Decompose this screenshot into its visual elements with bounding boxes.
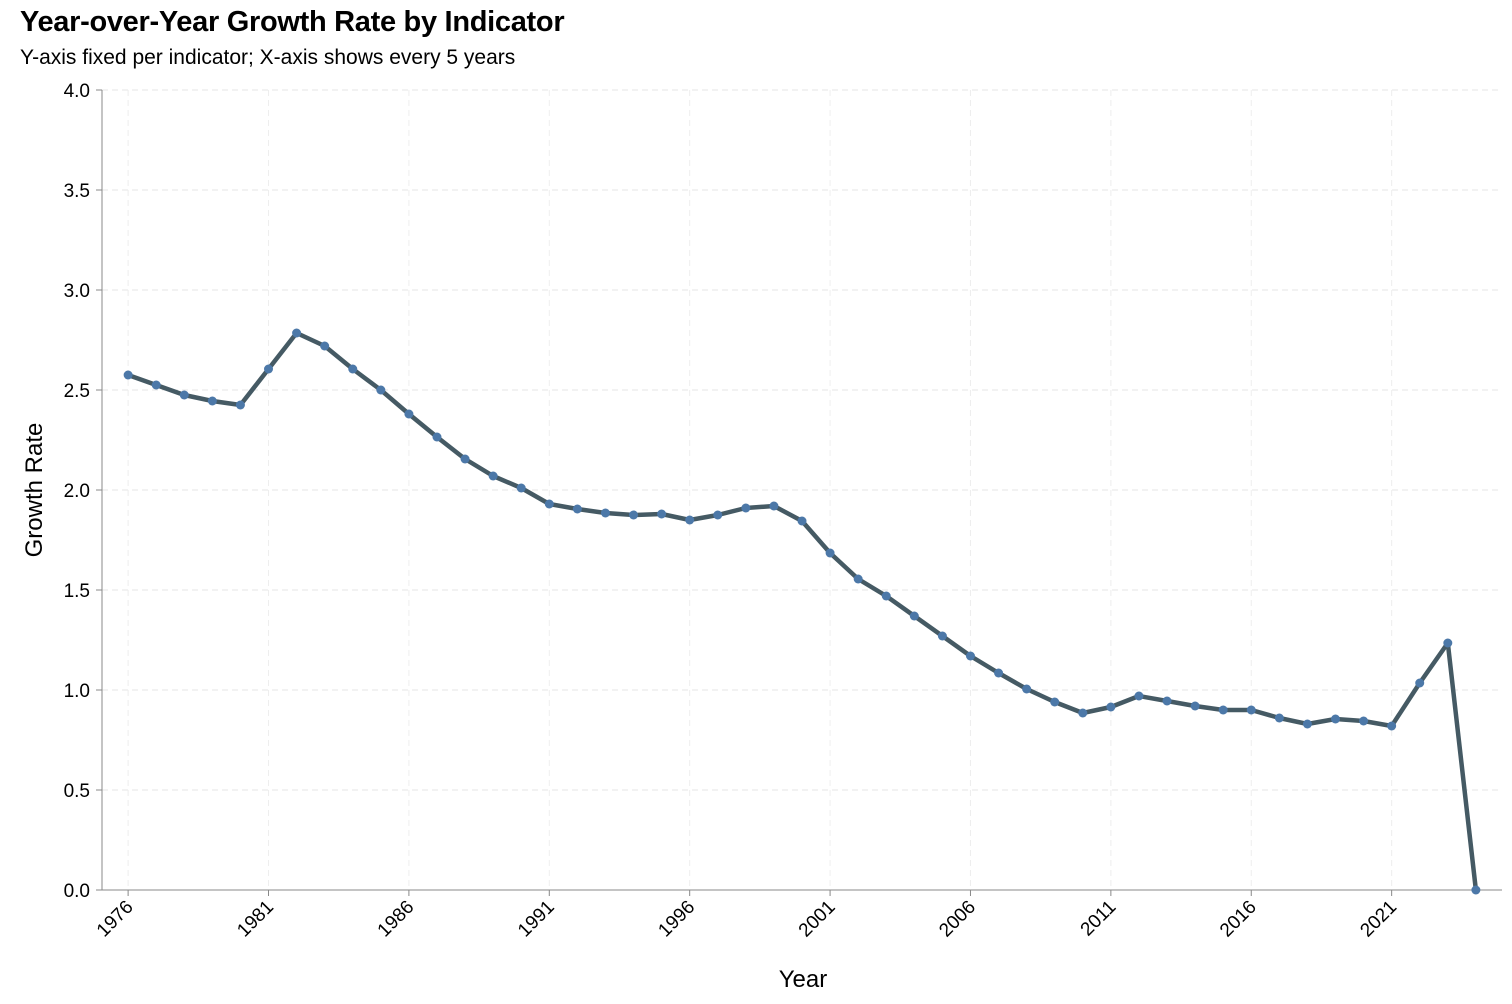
data-point: [600, 508, 610, 518]
data-point: [1302, 719, 1312, 729]
data-point: [207, 396, 217, 406]
data-point: [825, 548, 835, 558]
data-point: [713, 510, 723, 520]
y-tick-label: 3.5: [64, 181, 90, 202]
data-point: [1330, 714, 1340, 724]
x-tick-label: 2001: [795, 897, 840, 942]
data-point: [292, 328, 302, 338]
chart-title: Year-over-Year Growth Rate by Indicator: [20, 6, 565, 38]
data-point: [1162, 696, 1172, 706]
data-point: [657, 509, 667, 519]
data-point: [179, 390, 189, 400]
data-point: [432, 432, 442, 442]
data-point: [404, 409, 414, 419]
y-tick-label: 1.0: [64, 681, 90, 702]
data-point: [741, 503, 751, 513]
data-point: [881, 591, 891, 601]
data-point: [1106, 702, 1116, 712]
data-point: [320, 341, 330, 351]
data-point: [1274, 713, 1284, 723]
data-point: [1246, 705, 1256, 715]
data-point: [994, 668, 1004, 678]
y-axis-title: Growth Rate: [21, 423, 48, 558]
data-point: [769, 501, 779, 511]
y-tick-label: 0.0: [64, 881, 90, 902]
data-point: [1443, 638, 1453, 648]
data-point: [1359, 716, 1369, 726]
data-point: [797, 516, 807, 526]
data-point: [685, 515, 695, 525]
x-tick-label: 1976: [93, 897, 138, 942]
data-point: [348, 364, 358, 374]
axes: [96, 89, 1502, 896]
data-point: [460, 454, 470, 464]
data-point: [853, 574, 863, 584]
series: [123, 328, 1481, 895]
data-point: [1022, 684, 1032, 694]
data-point: [544, 499, 554, 509]
data-point: [1134, 691, 1144, 701]
data-point: [1415, 678, 1425, 688]
x-tick-label: 2021: [1356, 897, 1401, 942]
data-point: [235, 400, 245, 410]
data-point: [488, 471, 498, 481]
y-tick-label: 1.5: [64, 581, 90, 602]
y-tick-label: 4.0: [64, 81, 90, 102]
x-axis-title: Year: [779, 966, 828, 993]
data-point: [151, 380, 161, 390]
data-point: [123, 370, 133, 380]
data-point: [516, 483, 526, 493]
y-tick-label: 2.0: [64, 481, 90, 502]
y-tick-label: 3.0: [64, 281, 90, 302]
y-tick-label: 0.5: [64, 781, 90, 802]
x-tick-label: 1991: [514, 897, 559, 942]
grid-lines: [102, 89, 1502, 890]
chart-subtitle: Y-axis fixed per indicator; X-axis shows…: [20, 46, 516, 69]
data-point: [1078, 708, 1088, 718]
x-tick-label: 1996: [654, 897, 699, 942]
x-tick-label: 1981: [233, 897, 278, 942]
x-tick-label: 1986: [374, 897, 419, 942]
data-point: [376, 385, 386, 395]
data-point: [1471, 885, 1481, 895]
data-point: [909, 611, 919, 621]
data-point: [1050, 697, 1060, 707]
data-point: [264, 364, 274, 374]
data-point: [1190, 701, 1200, 711]
data-point: [1218, 705, 1228, 715]
data-point: [572, 504, 582, 514]
x-tick-label: 2011: [1077, 897, 1121, 941]
series-line: [125, 330, 1479, 893]
x-tick-label: 2006: [935, 897, 980, 942]
data-point: [965, 651, 975, 661]
data-point: [1387, 721, 1397, 731]
data-point: [937, 631, 947, 641]
x-tick-label: 2016: [1216, 897, 1261, 942]
data-point: [629, 510, 639, 520]
y-tick-label: 2.5: [64, 381, 90, 402]
